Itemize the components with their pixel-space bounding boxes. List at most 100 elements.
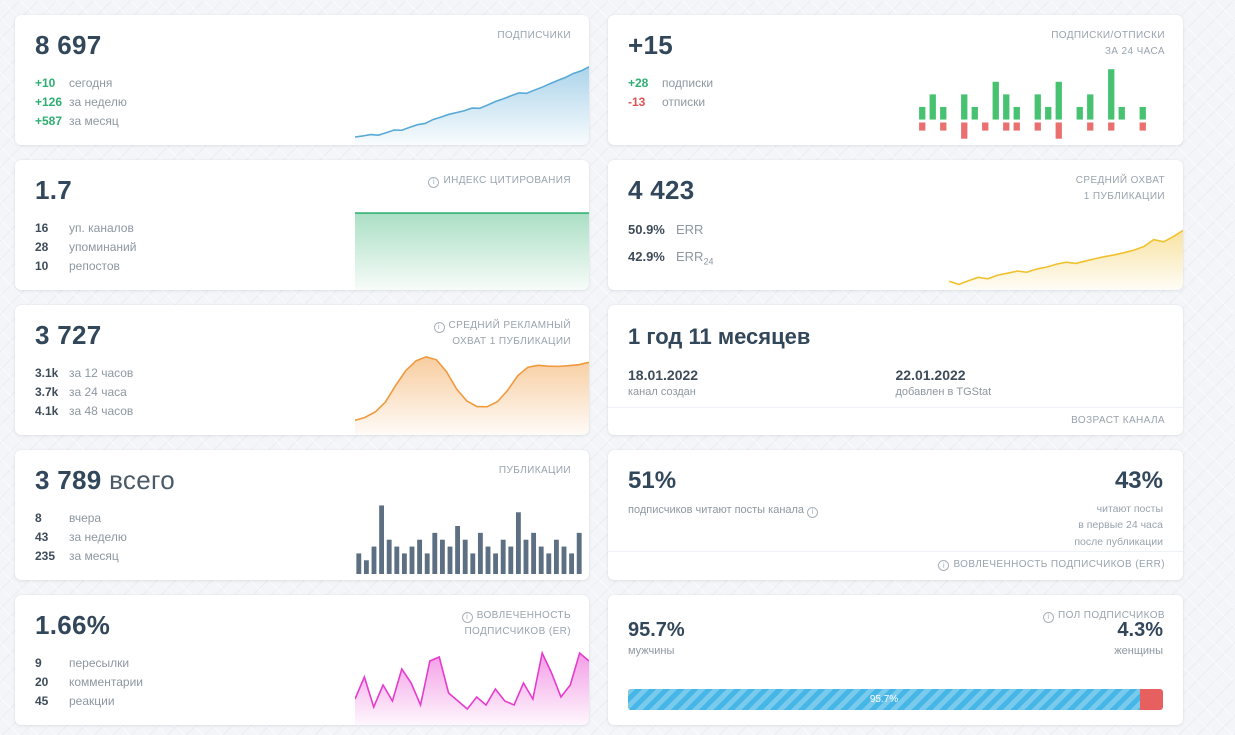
stat-value: +10 [35, 76, 56, 90]
publications-total: 3 789 [35, 465, 102, 495]
card-title-text: ВОВЛЕЧЕННОСТЬ [476, 610, 571, 621]
stat-label: за 12 часов [69, 366, 134, 380]
subs-unsubs-card: +15 ПОДПИСКИ/ОТПИСКИ ЗА 24 ЧАСА +28 подп… [608, 15, 1183, 145]
er-chart [355, 645, 589, 725]
err-left-label: подписчиков читают посты канала i [628, 504, 819, 518]
gender-bar-label: 95.7% [869, 694, 899, 705]
stat-row: 8 вчера [35, 509, 569, 528]
stat-value: 16 [35, 221, 49, 235]
stat-value: 28 [35, 240, 49, 254]
stat-label-text: ERR [676, 248, 704, 264]
stat-row: 28 упоминаний [35, 238, 569, 257]
card-title-text: ПОЛ ПОДПИСЧИКОВ [1058, 610, 1165, 621]
stat-label: ERR [676, 219, 703, 246]
channel-created-label: канал создан [628, 386, 696, 398]
subs-unsubs-value: +15 [628, 30, 674, 60]
er-stats: 9 пересылки 20 комментарии 45 реакции [35, 654, 569, 711]
card-title-text: СРЕДНИЙ РЕКЛАМНЫЙ [448, 320, 571, 331]
err-left-label-text: подписчиков читают посты канала [628, 504, 805, 516]
subscribers-stats: +10 сегодня +126 за неделю +587 за месяц [35, 74, 569, 131]
err-left: 51% подписчиков читают посты канала i [628, 467, 819, 550]
avg-ad-reach-stats: 3.1k за 12 часов 3.7k за 24 часа 4.1k за… [35, 364, 569, 421]
er-card: 1.66% i ВОВЛЕЧЕННОСТЬ ПОДПИСЧИКОВ (ER) 9 … [15, 595, 589, 725]
stat-row: 10 репостов [35, 257, 569, 276]
stat-label: ERR24 [676, 246, 713, 273]
citation-index-chart [355, 205, 589, 290]
stat-row: 42.9% ERR24 [628, 246, 1163, 273]
publications-card-title: ПУБЛИКАЦИИ [498, 465, 571, 476]
gender-card: i ПОЛ ПОДПИСЧИКОВ 95.7% мужчины 4.3% женщ… [608, 595, 1183, 725]
stat-row: 4.1k за 48 часов [35, 402, 569, 421]
info-icon[interactable]: i [1043, 611, 1054, 623]
er-value: 1.66% [35, 610, 111, 640]
stat-row: 235 за месяц [35, 547, 569, 566]
stat-row: 3.1k за 12 часов [35, 364, 569, 383]
info-icon[interactable]: i [428, 176, 440, 188]
card-title-line: ПОДПИСКИ/ОТПИСКИ [1051, 30, 1165, 41]
avg-ad-reach-card: 3 727 i СРЕДНИЙ РЕКЛАМНЫЙ ОХВАТ 1 ПУБЛИКА… [15, 305, 589, 435]
publications-stats: 8 вчера 43 за неделю 235 за месяц [35, 509, 569, 566]
citation-index-card-title: i ИНДЕКС ЦИТИРОВАНИЯ [428, 173, 571, 189]
publications-total-suffix: всего [109, 465, 175, 495]
gender-bar: 95.7% [628, 689, 1163, 710]
stat-label: упоминаний [69, 240, 137, 254]
subs-unsubs-chart [917, 67, 1169, 140]
citation-index-card: 1.7 i ИНДЕКС ЦИТИРОВАНИЯ 16 уп. каналов 2… [15, 160, 589, 290]
subscribers-trend-chart [355, 63, 589, 145]
stat-value: 235 [35, 549, 56, 563]
stat-value: +28 [628, 76, 649, 90]
stat-row: -13 отписки [628, 93, 1163, 112]
stat-label: за 48 часов [69, 404, 134, 418]
gender-values: 95.7% мужчины 4.3% женщины [628, 619, 1163, 657]
stat-label: уп. каналов [69, 221, 134, 235]
stat-value: 45 [35, 694, 49, 708]
channel-added-date: 22.01.2022 [895, 367, 966, 383]
stat-label-sub: 24 [703, 256, 714, 267]
info-icon[interactable]: i [938, 560, 950, 571]
avg-reach-value: 4 423 [628, 175, 695, 205]
err-right-label-line: читают посты [1096, 503, 1163, 515]
subscribers-card-title: ПОДПИСЧИКИ [497, 30, 571, 41]
channel-age-card-title: ВОЗРАСТ КАНАЛА [608, 407, 1183, 435]
channel-added-label: добавлен в TGStat [895, 386, 992, 398]
stat-label: вчера [69, 511, 102, 525]
stat-label-text: ERR [676, 222, 704, 237]
subscribers-value: 8 697 [35, 30, 102, 60]
stat-row: 45 реакции [35, 692, 569, 711]
avg-reach-card-title: СРЕДНИЙ ОХВАТ 1 ПУБЛИКАЦИИ [1076, 173, 1165, 205]
info-icon[interactable]: i [807, 506, 819, 518]
gender-bar-male: 95.7% [628, 689, 1140, 710]
stat-value: 43 [35, 530, 49, 544]
stat-value: -13 [628, 95, 646, 109]
stat-value: 8 [35, 511, 42, 525]
gender-male: 95.7% мужчины [628, 619, 685, 657]
gender-female-label: женщины [1114, 645, 1163, 657]
stat-value: 3.7k [35, 385, 59, 399]
stat-row: 16 уп. каналов [35, 219, 569, 238]
stat-row: +28 подписки [628, 74, 1163, 93]
card-title-line: ПОДПИСЧИКОВ (ER) [464, 626, 571, 637]
stat-value: 4.1k [35, 404, 59, 418]
gender-male-pct: 95.7% [628, 619, 685, 641]
stat-row: 50.9% ERR [628, 219, 1163, 246]
err-columns: 51% подписчиков читают посты канала i 43… [628, 467, 1163, 550]
err-right-label: читают посты в первые 24 часа после публ… [1074, 501, 1163, 550]
err-right-label-line: в первые 24 часа [1078, 519, 1163, 532]
gender-card-title: i ПОЛ ПОДПИСЧИКОВ [1043, 608, 1165, 624]
citation-index-value: 1.7 [35, 175, 73, 205]
avg-ad-reach-card-title: i СРЕДНИЙ РЕКЛАМНЫЙ ОХВАТ 1 ПУБЛИКАЦИИ [433, 318, 572, 350]
citation-index-stats: 16 уп. каналов 28 упоминаний 10 репостов [35, 219, 569, 276]
err-right: 43% читают посты в первые 24 часа после … [1074, 467, 1163, 550]
gender-female: 4.3% женщины [1114, 619, 1163, 657]
card-title-line: ИНДЕКС ЦИТИРОВАНИЯ [443, 175, 571, 186]
info-icon[interactable]: i [461, 611, 473, 623]
gender-female-pct: 4.3% [1117, 619, 1163, 641]
stat-value: 10 [35, 259, 49, 273]
stat-label: подписки [662, 76, 714, 90]
stat-label: отписки [662, 95, 706, 109]
stat-value: 9 [35, 656, 42, 670]
info-icon[interactable]: i [433, 321, 445, 333]
stat-value: 50.9% [628, 222, 665, 237]
channel-age-value: 1 год 11 месяцев [628, 324, 811, 349]
